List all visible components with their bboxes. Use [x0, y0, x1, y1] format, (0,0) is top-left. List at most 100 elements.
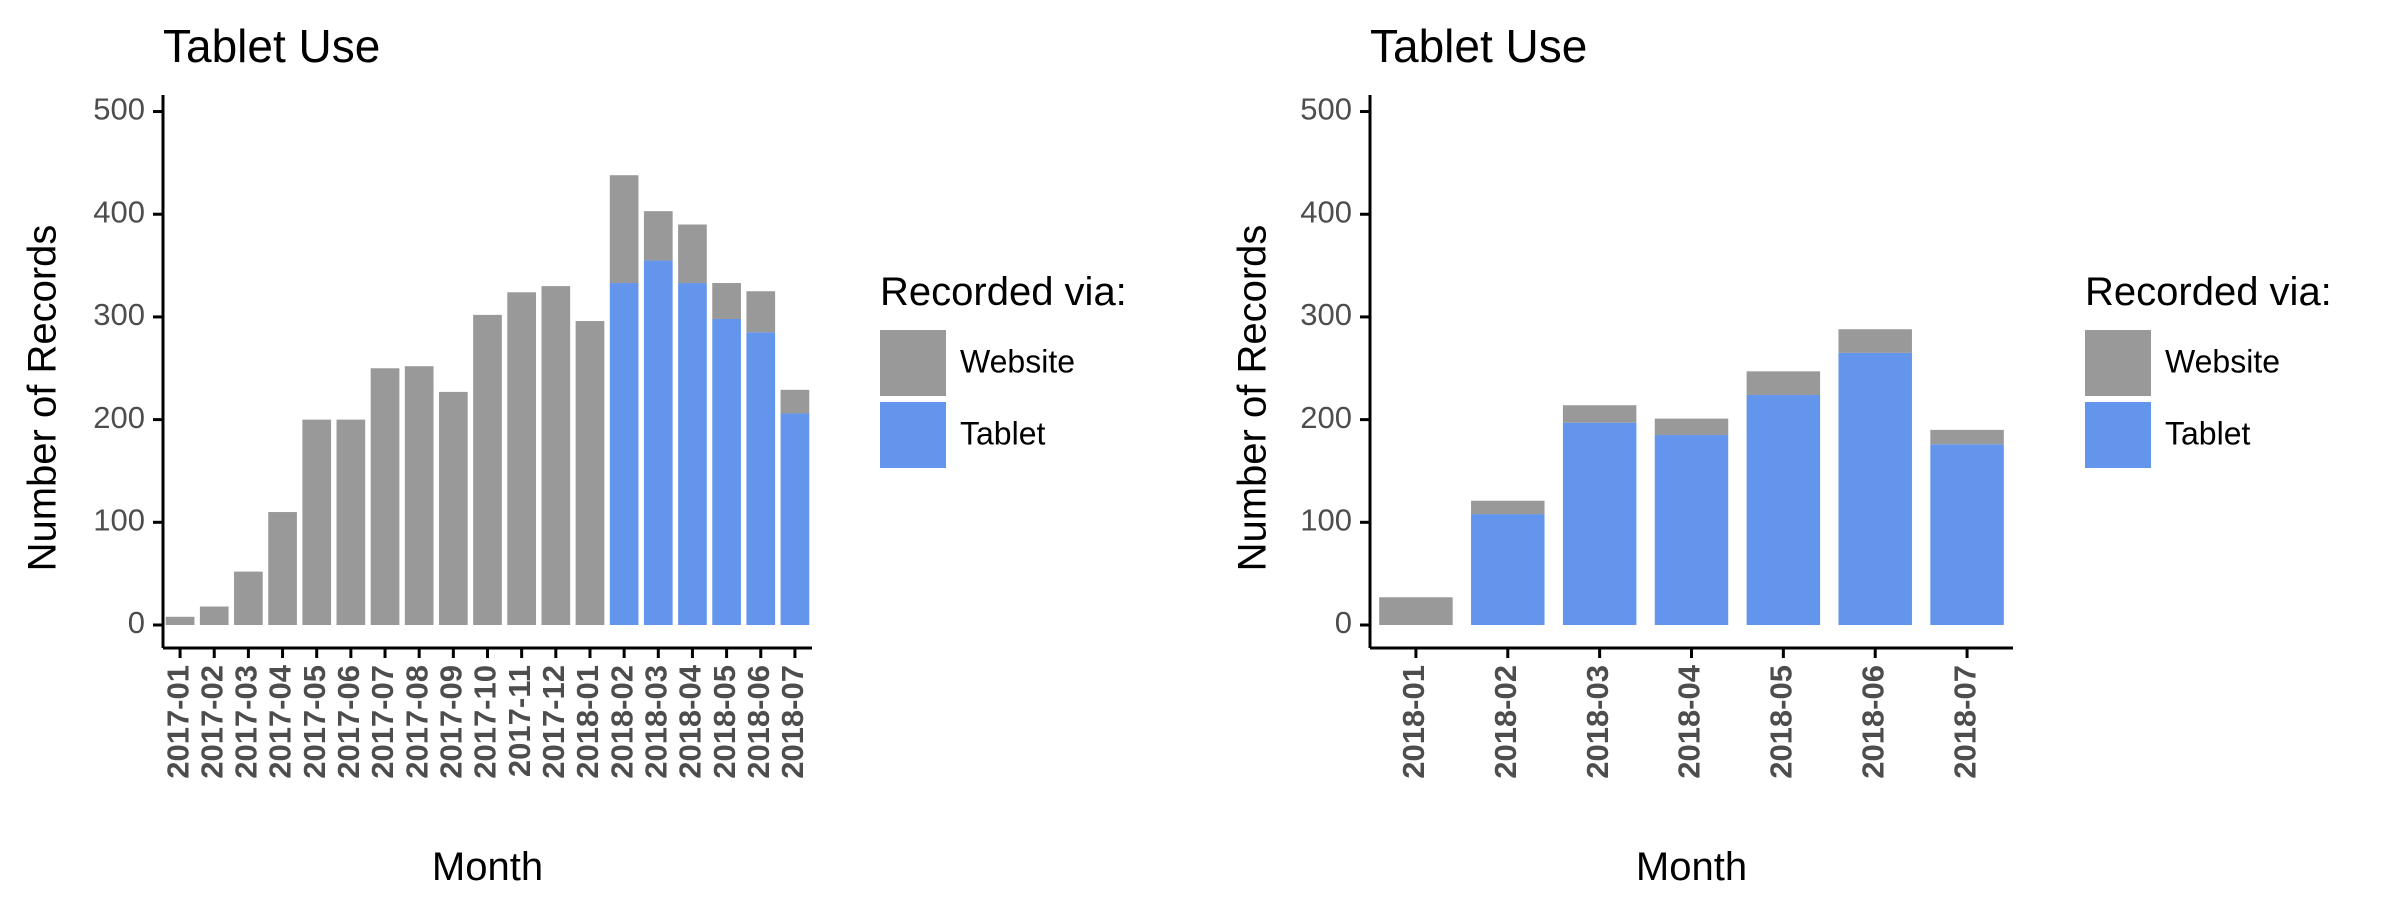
bar-tablet-2018-07	[780, 413, 810, 625]
bar-website-2017-02	[199, 606, 229, 625]
x-tick-label: 2017-03	[229, 665, 264, 779]
x-tick-label: 2018-03	[638, 665, 673, 779]
bar-website-2017-03	[234, 571, 263, 625]
x-tick-label: 2017-04	[263, 664, 298, 779]
bar-tablet-2018-02	[609, 283, 639, 625]
x-tick-label: 2018-04	[673, 664, 708, 779]
bar-tablet-2018-05	[1746, 394, 1821, 625]
bar-website-2017-12	[541, 286, 571, 625]
x-tick-label: 2017-10	[468, 665, 503, 779]
y-tick-label: 300	[1300, 297, 1352, 332]
y-tick-label: 200	[93, 400, 145, 435]
x-tick-label: 2018-01	[1396, 665, 1431, 779]
y-axis-title: Number of Records	[21, 225, 65, 572]
bar-website-2018-02	[609, 175, 639, 284]
bar-website-2018-02	[1471, 500, 1545, 515]
bar-tablet-2018-04	[1654, 435, 1729, 625]
bar-tablet-2018-02	[1471, 514, 1545, 625]
x-tick-label: 2017-06	[331, 665, 366, 779]
x-tick-label: 2018-02	[1488, 665, 1523, 779]
bar-website-2018-07	[1930, 429, 2004, 445]
bar-tablet-2018-05	[712, 318, 741, 625]
x-tick-label: 2017-08	[399, 665, 434, 779]
bar-website-2018-04	[1654, 418, 1729, 436]
bar-tablet-2018-04	[678, 283, 707, 625]
legend-key-website	[880, 330, 946, 396]
x-tick-label: 2018-06	[741, 665, 776, 779]
y-tick-label: 200	[1300, 400, 1352, 435]
x-tick-label: 2017-07	[365, 665, 400, 779]
bars	[165, 175, 810, 625]
x-tick-label: 2018-01	[570, 665, 605, 779]
legend: Recorded via: Website Tablet	[2085, 270, 2332, 468]
x-tick-label: 2017-02	[194, 665, 229, 779]
x-tick-label: 2018-05	[707, 665, 742, 779]
bar-tablet-2018-06	[1838, 352, 1912, 625]
y-tick-label: 100	[1300, 502, 1352, 537]
x-axis-title: Month	[1636, 845, 1747, 889]
legend-label-website: Website	[2165, 343, 2280, 379]
bar-website-2018-01	[1379, 597, 1453, 625]
bar-website-2017-09	[438, 391, 468, 625]
x-tick-label: 2018-05	[1764, 665, 1799, 779]
x-tick-label: 2018-03	[1580, 665, 1615, 779]
x-axis-title: Month	[432, 845, 543, 889]
x-tick-label: 2017-01	[160, 665, 195, 779]
legend-key-tablet	[880, 402, 946, 468]
x-tick-label: 2018-06	[1855, 665, 1890, 779]
chart-title: Tablet Use	[163, 20, 380, 72]
chart-panel-2: Tablet Use Number of Records Month 0 100 200 3…	[1231, 20, 2332, 889]
legend-label-tablet: Tablet	[960, 415, 1046, 451]
bar-website-2017-01	[165, 616, 195, 625]
bar-website-2017-07	[370, 368, 400, 625]
bar-tablet-2018-03	[1562, 422, 1637, 625]
y-tick-label: 500	[1300, 92, 1352, 127]
y-tick-label: 400	[1300, 194, 1352, 229]
bar-website-2017-11	[507, 292, 537, 625]
bar-tablet-2018-07	[1930, 444, 2004, 625]
legend-title: Recorded via:	[880, 270, 1127, 314]
x-tick-label: 2017-11	[502, 665, 537, 777]
bar-website-2018-06	[746, 291, 776, 333]
chart-panel-1: Tablet Use Number of Records Month 0 100 200 3…	[21, 20, 1127, 889]
bar-tablet-2018-06	[746, 332, 776, 625]
chart-title: Tablet Use	[1370, 20, 1587, 72]
bar-website-2018-06	[1838, 329, 1912, 353]
x-tick-label: 2017-05	[297, 665, 332, 779]
legend-key-website	[2085, 330, 2151, 396]
y-tick-label: 300	[93, 297, 145, 332]
bar-website-2018-01	[575, 321, 605, 625]
x-tick-label: 2018-02	[604, 665, 639, 779]
bar-website-2018-05	[712, 283, 741, 319]
bar-website-2018-05	[1746, 371, 1821, 395]
x-tick-label: 2018-07	[775, 665, 810, 779]
x-tick-label: 2018-07	[1947, 665, 1982, 779]
bars	[1379, 329, 2004, 625]
legend-key-tablet	[2085, 402, 2151, 468]
legend-label-tablet: Tablet	[2165, 415, 2251, 451]
bar-website-2017-06	[336, 419, 366, 625]
bar-website-2018-03	[643, 211, 673, 261]
bar-tablet-2018-03	[643, 260, 673, 625]
bar-website-2017-05	[302, 419, 332, 625]
bar-website-2017-08	[404, 366, 434, 625]
y-tick-label: 400	[93, 194, 145, 229]
legend: Recorded via: Website Tablet	[880, 270, 1127, 468]
x-tick-label: 2017-09	[434, 665, 469, 779]
y-axis-title: Number of Records	[1231, 225, 1275, 572]
bar-website-2017-10	[473, 314, 502, 625]
bar-website-2018-03	[1562, 405, 1637, 423]
y-tick-label: 0	[128, 605, 145, 640]
x-tick-label: 2017-12	[536, 665, 571, 779]
bar-website-2018-07	[780, 389, 810, 414]
y-tick-label: 500	[93, 92, 145, 127]
bar-website-2018-04	[678, 224, 707, 284]
bar-website-2017-04	[268, 512, 297, 625]
y-tick-label: 0	[1335, 605, 1352, 640]
x-tick-label: 2018-04	[1672, 664, 1707, 779]
legend-label-website: Website	[960, 343, 1075, 379]
y-tick-label: 100	[93, 502, 145, 537]
legend-title: Recorded via:	[2085, 270, 2332, 314]
